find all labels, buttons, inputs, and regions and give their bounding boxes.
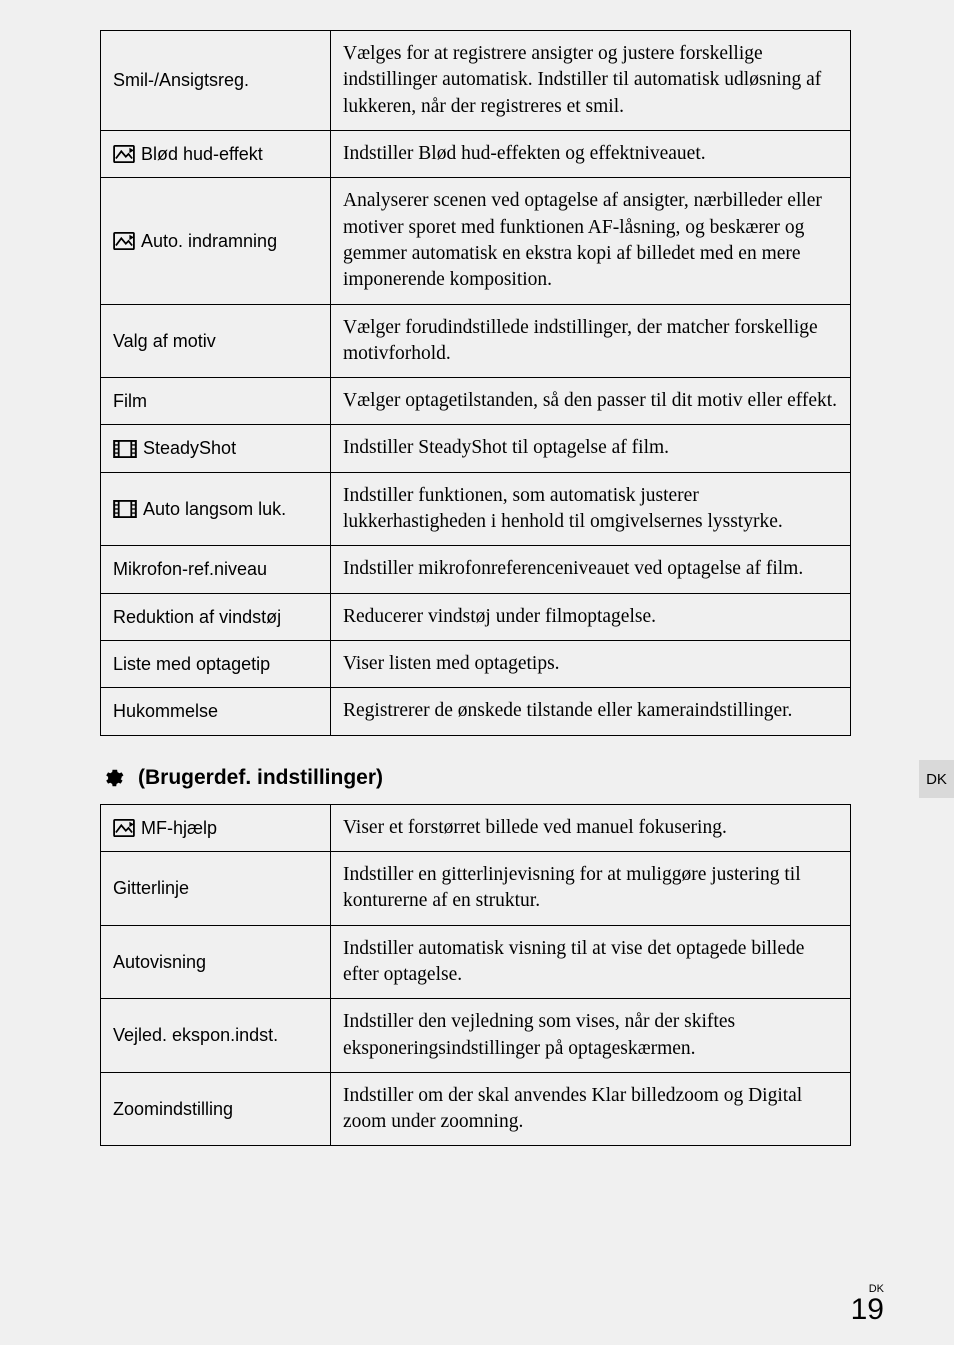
setting-label-cell: Hukommelse <box>101 688 331 735</box>
setting-label: Gitterlinje <box>113 876 189 900</box>
setting-description: Vælges for at registrere ansigter og jus… <box>331 31 851 131</box>
setting-label: Zoomindstilling <box>113 1097 233 1121</box>
section-heading-label: (Brugerdef. indstillinger) <box>138 766 383 790</box>
photo-icon <box>113 819 135 837</box>
table-row: Liste med optagetip Viser listen med opta… <box>101 641 851 688</box>
table-row: MF-hjælp Viser et forstørret billede ved … <box>101 804 851 851</box>
photo-icon <box>113 145 135 163</box>
setting-label-cell: SteadyShot <box>101 425 331 472</box>
film-icon <box>113 500 137 518</box>
setting-label-cell: Reduktion af vindstøj <box>101 593 331 640</box>
setting-description: Vælger optagetilstanden, så den passer t… <box>331 378 851 425</box>
setting-label-cell: Mikrofon-ref.niveau <box>101 546 331 593</box>
table-row: SteadyShot Indstiller SteadyShot til opta… <box>101 425 851 472</box>
setting-label-cell: Vejled. ekspon.indst. <box>101 999 331 1073</box>
setting-label-cell: Blød hud-effekt <box>101 130 331 177</box>
setting-description: Analyserer scenen ved optagelse af ansig… <box>331 178 851 304</box>
setting-description: Viser et forstørret billede ved manuel f… <box>331 804 851 851</box>
setting-label: Hukommelse <box>113 699 218 723</box>
setting-label-cell: MF-hjælp <box>101 804 331 851</box>
table-row: Smil-/Ansigtsreg. Vælges for at registrer… <box>101 31 851 131</box>
setting-label-cell: Auto. indramning <box>101 178 331 304</box>
setting-label: Film <box>113 389 147 413</box>
setting-description: Vælger forudindstillede indstillinger, d… <box>331 304 851 378</box>
settings-table-1: Smil-/Ansigtsreg. Vælges for at registrer… <box>100 30 851 736</box>
setting-label: Reduktion af vindstøj <box>113 605 281 629</box>
photo-icon <box>113 232 135 250</box>
settings-table-2: MF-hjælp Viser et forstørret billede ved … <box>100 804 851 1147</box>
setting-label: Valg af motiv <box>113 329 216 353</box>
setting-label-cell: Valg af motiv <box>101 304 331 378</box>
setting-description: Indstiller en gitterlinjevisning for at … <box>331 851 851 925</box>
table-row: Gitterlinje Indstiller en gitterlinjevisn… <box>101 851 851 925</box>
table-row: Auto langsom luk. Indstiller funktionen, … <box>101 472 851 546</box>
setting-description: Viser listen med optagetips. <box>331 641 851 688</box>
setting-description: Indstiller funktionen, som automatisk ju… <box>331 472 851 546</box>
setting-label-cell: Autovisning <box>101 925 331 999</box>
setting-label-cell: Smil-/Ansigtsreg. <box>101 31 331 131</box>
setting-description: Indstiller automatisk visning til at vis… <box>331 925 851 999</box>
setting-description: Registrerer de ønskede tilstande eller k… <box>331 688 851 735</box>
setting-label-cell: Liste med optagetip <box>101 641 331 688</box>
setting-label: Auto. indramning <box>141 229 277 253</box>
setting-label: Mikrofon-ref.niveau <box>113 557 267 581</box>
setting-description: Indstiller den vejledning som vises, når… <box>331 999 851 1073</box>
setting-label: Blød hud-effekt <box>141 142 263 166</box>
film-icon <box>113 440 137 458</box>
table-row: Vejled. ekspon.indst. Indstiller den vejl… <box>101 999 851 1073</box>
gear-icon <box>102 767 124 789</box>
setting-description: Reducerer vindstøj under filmoptagelse. <box>331 593 851 640</box>
setting-label: Auto langsom luk. <box>143 497 286 521</box>
table-row: Autovisning Indstiller automatisk visning… <box>101 925 851 999</box>
setting-description: Indstiller SteadyShot til optagelse af f… <box>331 425 851 472</box>
table-row: Hukommelse Registrerer de ønskede tilstan… <box>101 688 851 735</box>
table-row: Reduktion af vindstøj Reducerer vindstøj … <box>101 593 851 640</box>
setting-label-cell: Zoomindstilling <box>101 1072 331 1146</box>
setting-description: Indstiller Blød hud-effekten og effektni… <box>331 130 851 177</box>
table-row: Mikrofon-ref.niveau Indstiller mikrofonre… <box>101 546 851 593</box>
setting-description: Indstiller mikrofonreferenceniveauet ved… <box>331 546 851 593</box>
table-row: Zoomindstilling Indstiller om der skal an… <box>101 1072 851 1146</box>
table-row: Film Vælger optagetilstanden, så den pass… <box>101 378 851 425</box>
setting-label: Autovisning <box>113 950 206 974</box>
setting-label-cell: Auto langsom luk. <box>101 472 331 546</box>
setting-description: Indstiller om der skal anvendes Klar bil… <box>331 1072 851 1146</box>
setting-label: MF-hjælp <box>141 816 217 840</box>
page-footer: DK 19 <box>851 1284 884 1325</box>
section-heading-custom-settings: (Brugerdef. indstillinger) <box>102 766 884 790</box>
table-row: Valg af motiv Vælger forudindstillede ind… <box>101 304 851 378</box>
setting-label-cell: Gitterlinje <box>101 851 331 925</box>
manual-page: Smil-/Ansigtsreg. Vælges for at registrer… <box>0 0 954 1345</box>
setting-label: Vejled. ekspon.indst. <box>113 1023 278 1047</box>
page-number: 19 <box>851 1293 884 1326</box>
setting-label: Smil-/Ansigtsreg. <box>113 68 249 92</box>
setting-label: Liste med optagetip <box>113 652 270 676</box>
setting-label-cell: Film <box>101 378 331 425</box>
table-row: Auto. indramning Analyserer scenen ved op… <box>101 178 851 304</box>
table-row: Blød hud-effekt Indstiller Blød hud-effek… <box>101 130 851 177</box>
setting-label: SteadyShot <box>143 436 236 460</box>
language-tab: DK <box>919 760 954 798</box>
